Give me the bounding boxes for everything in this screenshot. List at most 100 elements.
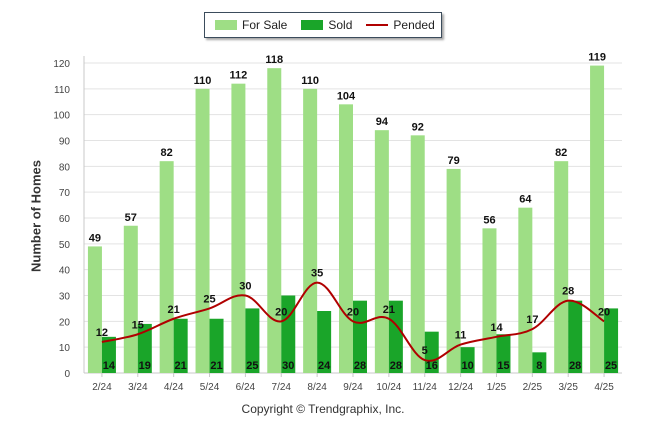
data-label-sold: 30 xyxy=(282,360,294,372)
copyright-text: Copyright © Trendgraphix, Inc. xyxy=(241,402,405,416)
data-label-for-sale: 92 xyxy=(412,121,424,133)
data-label-pended: 14 xyxy=(490,322,503,334)
data-label-pended: 20 xyxy=(275,306,287,318)
bar-for-sale xyxy=(410,135,425,373)
legend-item-sold[interactable]: Sold xyxy=(301,18,352,32)
bar-sold xyxy=(388,300,403,373)
data-label-for-sale: 57 xyxy=(125,212,137,224)
x-tick-label: 8/24 xyxy=(307,382,327,393)
data-label-for-sale: 64 xyxy=(519,194,532,206)
y-tick-label: 0 xyxy=(64,369,70,380)
bar-for-sale xyxy=(374,130,389,373)
y-tick-label: 40 xyxy=(59,266,71,277)
bar-for-sale xyxy=(554,161,569,373)
x-tick-label: 5/24 xyxy=(200,382,220,393)
bar-sold xyxy=(245,308,260,373)
legend-swatch-for-sale xyxy=(215,20,237,30)
x-tick-label: 6/24 xyxy=(236,382,256,393)
bar-for-sale xyxy=(339,104,353,373)
data-label-sold: 28 xyxy=(390,360,402,372)
x-tick-label: 9/24 xyxy=(343,382,363,393)
x-tick-label: 3/25 xyxy=(558,382,578,393)
data-label-pended: 17 xyxy=(526,314,538,326)
legend-item-for-sale[interactable]: For Sale xyxy=(215,18,287,32)
data-label-for-sale: 118 xyxy=(265,54,283,66)
bar-for-sale xyxy=(590,65,605,373)
bar-for-sale xyxy=(303,88,318,373)
bar-sold xyxy=(353,300,367,373)
bar-for-sale xyxy=(123,225,138,373)
x-tick-label: 3/24 xyxy=(128,382,148,393)
y-tick-label: 80 xyxy=(59,162,71,173)
data-label-for-sale: 79 xyxy=(447,155,459,167)
bar-sold xyxy=(137,323,152,373)
bar-sold xyxy=(532,352,547,373)
data-label-for-sale: 104 xyxy=(337,90,356,102)
data-label-for-sale: 94 xyxy=(376,116,389,128)
y-tick-label: 90 xyxy=(59,137,71,148)
data-label-for-sale: 82 xyxy=(161,147,173,159)
data-label-pended: 35 xyxy=(311,268,323,280)
data-label-sold: 10 xyxy=(461,360,473,372)
x-tick-label: 7/24 xyxy=(272,382,292,393)
bar-for-sale xyxy=(87,246,102,373)
data-label-sold: 14 xyxy=(103,360,116,372)
y-tick-label: 20 xyxy=(59,317,71,328)
legend-swatch-sold xyxy=(301,20,324,30)
x-tick-label: 1/25 xyxy=(487,382,507,393)
data-label-sold: 21 xyxy=(210,360,222,372)
y-tick-label: 10 xyxy=(59,343,71,354)
bar-for-sale xyxy=(482,228,497,373)
bar-sold xyxy=(460,347,475,373)
bar-for-sale xyxy=(195,88,210,373)
y-tick-label: 100 xyxy=(53,111,70,122)
data-label-sold: 25 xyxy=(605,360,617,372)
y-tick-label: 50 xyxy=(59,240,71,251)
bar-for-sale xyxy=(267,68,282,374)
line-pended xyxy=(101,281,605,362)
x-tick-label: 2/24 xyxy=(92,382,112,393)
bar-sold xyxy=(424,331,439,373)
bar-for-sale xyxy=(518,207,533,373)
data-label-for-sale: 110 xyxy=(301,75,319,87)
legend-item-pended[interactable]: Pended xyxy=(366,18,435,32)
data-label-for-sale: 49 xyxy=(89,232,101,244)
data-label-pended: 11 xyxy=(455,330,467,342)
bar-for-sale xyxy=(231,83,246,374)
bar-sold xyxy=(101,336,116,373)
data-label-pended: 12 xyxy=(96,327,108,339)
chart-legend: For Sale Sold Pended xyxy=(204,12,442,38)
bar-sold xyxy=(568,300,583,373)
data-label-for-sale: 112 xyxy=(230,70,248,82)
data-label-for-sale: 82 xyxy=(555,147,567,159)
data-label-sold: 21 xyxy=(175,360,187,372)
x-tick-label: 2/25 xyxy=(523,382,543,393)
legend-label-pended: Pended xyxy=(393,18,435,32)
bar-sold xyxy=(604,308,619,373)
data-label-pended: 25 xyxy=(203,293,215,305)
data-label-for-sale: 119 xyxy=(588,52,606,64)
y-tick-label: 110 xyxy=(54,85,70,96)
legend-swatch-pended xyxy=(366,24,389,26)
data-label-pended: 30 xyxy=(239,281,251,293)
legend-label-sold: Sold xyxy=(328,18,353,32)
data-label-pended: 28 xyxy=(562,286,574,298)
x-tick-label: 12/24 xyxy=(448,382,473,393)
data-label-pended: 20 xyxy=(347,306,359,318)
bar-sold xyxy=(281,295,296,373)
bar-sold xyxy=(496,334,511,373)
x-tick-label: 4/25 xyxy=(594,382,614,393)
data-label-sold: 25 xyxy=(246,360,258,372)
bar-sold xyxy=(173,318,188,373)
y-axis-title: Number of Homes xyxy=(28,160,44,272)
data-label-sold: 16 xyxy=(426,360,438,372)
data-label-pended: 21 xyxy=(383,304,395,316)
data-label-for-sale: 110 xyxy=(194,75,212,87)
legend-label-for-sale: For Sale xyxy=(242,18,288,32)
bar-sold xyxy=(209,318,224,373)
data-label-pended: 21 xyxy=(168,304,180,316)
data-label-pended: 20 xyxy=(598,306,610,318)
x-tick-label: 11/24 xyxy=(413,382,438,393)
